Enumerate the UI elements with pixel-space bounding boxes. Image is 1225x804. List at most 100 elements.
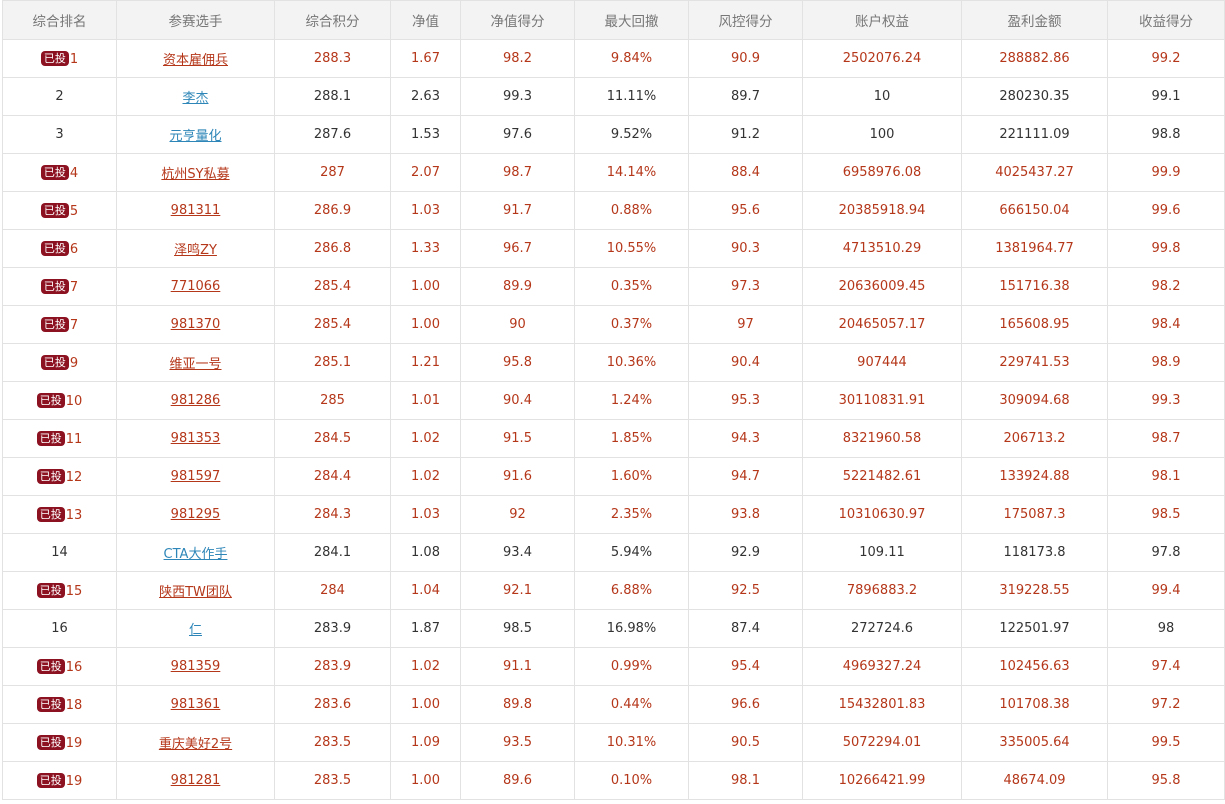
table-row: 3 元亨量化 287.6 1.53 97.6 9.52% 91.2 100 221111.09 9… bbox=[2, 115, 1225, 154]
player-link[interactable]: 981295 bbox=[170, 507, 221, 522]
nav-score-cell: 91.6 bbox=[460, 457, 575, 496]
header-max-drawdown: 最大回撤 bbox=[574, 0, 689, 40]
profit-cell: 229741.53 bbox=[961, 343, 1108, 382]
player-link[interactable]: 981359 bbox=[170, 659, 221, 674]
max-drawdown-cell: 6.88% bbox=[574, 571, 689, 610]
profit-cell: 288882.86 bbox=[961, 39, 1108, 78]
risk-score-cell: 95.3 bbox=[688, 381, 803, 420]
equity-cell: 109.11 bbox=[802, 533, 962, 572]
invested-badge: 已投 bbox=[40, 240, 69, 256]
equity-cell: 20385918.94 bbox=[802, 191, 962, 230]
nav-score-cell: 93.4 bbox=[460, 533, 575, 572]
player-link[interactable]: 981286 bbox=[170, 393, 221, 408]
player-link[interactable]: 资本雇佣兵 bbox=[162, 53, 228, 68]
risk-score-cell: 90.3 bbox=[688, 229, 803, 268]
rank-number: 7 bbox=[69, 279, 79, 295]
player-link[interactable]: 维亚一号 bbox=[169, 357, 222, 372]
rank-cell: 已投 9 bbox=[2, 343, 117, 382]
rank-number: 19 bbox=[65, 735, 83, 751]
risk-score-cell: 89.7 bbox=[688, 77, 803, 116]
invested-badge: 已投 bbox=[36, 392, 65, 408]
rank-number: 14 bbox=[51, 545, 68, 560]
player-cell: 重庆美好2号 bbox=[116, 723, 275, 762]
player-cell: 981597 bbox=[116, 457, 275, 496]
return-score-cell: 99.8 bbox=[1107, 229, 1225, 268]
rank-number: 3 bbox=[55, 127, 64, 142]
total-score-cell: 284.3 bbox=[274, 495, 391, 534]
nav-score-cell: 93.5 bbox=[460, 723, 575, 762]
return-score-cell: 98.7 bbox=[1107, 419, 1225, 458]
player-link[interactable]: 重庆美好2号 bbox=[158, 737, 233, 752]
table-row: 已投 15 陕西TW团队 284 1.04 92.1 6.88% 92.5 7896883.2 3… bbox=[2, 571, 1225, 610]
profit-cell: 48674.09 bbox=[961, 761, 1108, 800]
rank-cell: 已投 15 bbox=[2, 571, 117, 610]
player-link[interactable]: 元亨量化 bbox=[169, 129, 222, 144]
table-row: 16 仁 283.9 1.87 98.5 16.98% 87.4 272724.6 122501… bbox=[2, 609, 1225, 648]
rank-cell: 已投 19 bbox=[2, 761, 117, 800]
profit-cell: 102456.63 bbox=[961, 647, 1108, 686]
risk-score-cell: 98.1 bbox=[688, 761, 803, 800]
player-link[interactable]: 981597 bbox=[170, 469, 221, 484]
equity-cell: 10310630.97 bbox=[802, 495, 962, 534]
max-drawdown-cell: 10.31% bbox=[574, 723, 689, 762]
player-cell: 981359 bbox=[116, 647, 275, 686]
risk-score-cell: 90.9 bbox=[688, 39, 803, 78]
max-drawdown-cell: 10.36% bbox=[574, 343, 689, 382]
table-body: 已投 1 资本雇佣兵 288.3 1.67 98.2 9.84% 90.9 2502076.24… bbox=[2, 39, 1225, 800]
player-link[interactable]: 981361 bbox=[170, 697, 221, 712]
player-link[interactable]: 981370 bbox=[170, 317, 221, 332]
player-link[interactable]: 981311 bbox=[170, 203, 221, 218]
return-score-cell: 99.5 bbox=[1107, 723, 1225, 762]
player-link[interactable]: 泽鸣ZY bbox=[174, 243, 217, 258]
profit-cell: 118173.8 bbox=[961, 533, 1108, 572]
rank-cell: 已投 10 bbox=[2, 381, 117, 420]
total-score-cell: 288.1 bbox=[274, 77, 391, 116]
total-score-cell: 283.9 bbox=[274, 609, 391, 648]
player-link[interactable]: 981281 bbox=[170, 773, 221, 788]
profit-cell: 175087.3 bbox=[961, 495, 1108, 534]
profit-cell: 122501.97 bbox=[961, 609, 1108, 648]
rank-number: 11 bbox=[65, 431, 83, 447]
max-drawdown-cell: 0.37% bbox=[574, 305, 689, 344]
risk-score-cell: 91.2 bbox=[688, 115, 803, 154]
player-link[interactable]: 陕西TW团队 bbox=[159, 585, 232, 600]
header-rank: 综合排名 bbox=[2, 0, 117, 40]
invested-badge: 已投 bbox=[40, 316, 69, 332]
max-drawdown-cell: 14.14% bbox=[574, 153, 689, 192]
player-cell: 杭州SY私募 bbox=[116, 153, 275, 192]
return-score-cell: 99.2 bbox=[1107, 39, 1225, 78]
nav-score-cell: 92.1 bbox=[460, 571, 575, 610]
nav-score-cell: 91.1 bbox=[460, 647, 575, 686]
player-cell: 771066 bbox=[116, 267, 275, 306]
nav-cell: 2.63 bbox=[390, 77, 461, 116]
total-score-cell: 285.4 bbox=[274, 267, 391, 306]
total-score-cell: 284.1 bbox=[274, 533, 391, 572]
nav-cell: 1.00 bbox=[390, 761, 461, 800]
risk-score-cell: 92.5 bbox=[688, 571, 803, 610]
player-link[interactable]: CTA大作手 bbox=[163, 547, 228, 562]
rank-cell: 已投 5 bbox=[2, 191, 117, 230]
table-row: 已投 12 981597 284.4 1.02 91.6 1.60% 94.7 5221482.… bbox=[2, 457, 1225, 496]
header-nav-score: 净值得分 bbox=[460, 0, 575, 40]
table-row: 已投 16 981359 283.9 1.02 91.1 0.99% 95.4 4969327.… bbox=[2, 647, 1225, 686]
profit-cell: 133924.88 bbox=[961, 457, 1108, 496]
rank-number: 5 bbox=[69, 203, 79, 219]
player-link[interactable]: 仁 bbox=[188, 623, 202, 638]
player-link[interactable]: 981353 bbox=[170, 431, 221, 446]
player-link[interactable]: 杭州SY私募 bbox=[161, 167, 230, 182]
risk-score-cell: 90.4 bbox=[688, 343, 803, 382]
player-cell: 陕西TW团队 bbox=[116, 571, 275, 610]
nav-cell: 1.02 bbox=[390, 647, 461, 686]
profit-cell: 1381964.77 bbox=[961, 229, 1108, 268]
max-drawdown-cell: 16.98% bbox=[574, 609, 689, 648]
risk-score-cell: 92.9 bbox=[688, 533, 803, 572]
player-link[interactable]: 李杰 bbox=[182, 91, 209, 106]
rank-number: 1 bbox=[69, 51, 79, 67]
player-link[interactable]: 771066 bbox=[170, 279, 221, 294]
player-cell: 元亨量化 bbox=[116, 115, 275, 154]
nav-score-cell: 98.7 bbox=[460, 153, 575, 192]
nav-score-cell: 97.6 bbox=[460, 115, 575, 154]
rank-cell: 已投 7 bbox=[2, 267, 117, 306]
return-score-cell: 99.4 bbox=[1107, 571, 1225, 610]
table-row: 已投 18 981361 283.6 1.00 89.8 0.44% 96.6 15432801… bbox=[2, 685, 1225, 724]
